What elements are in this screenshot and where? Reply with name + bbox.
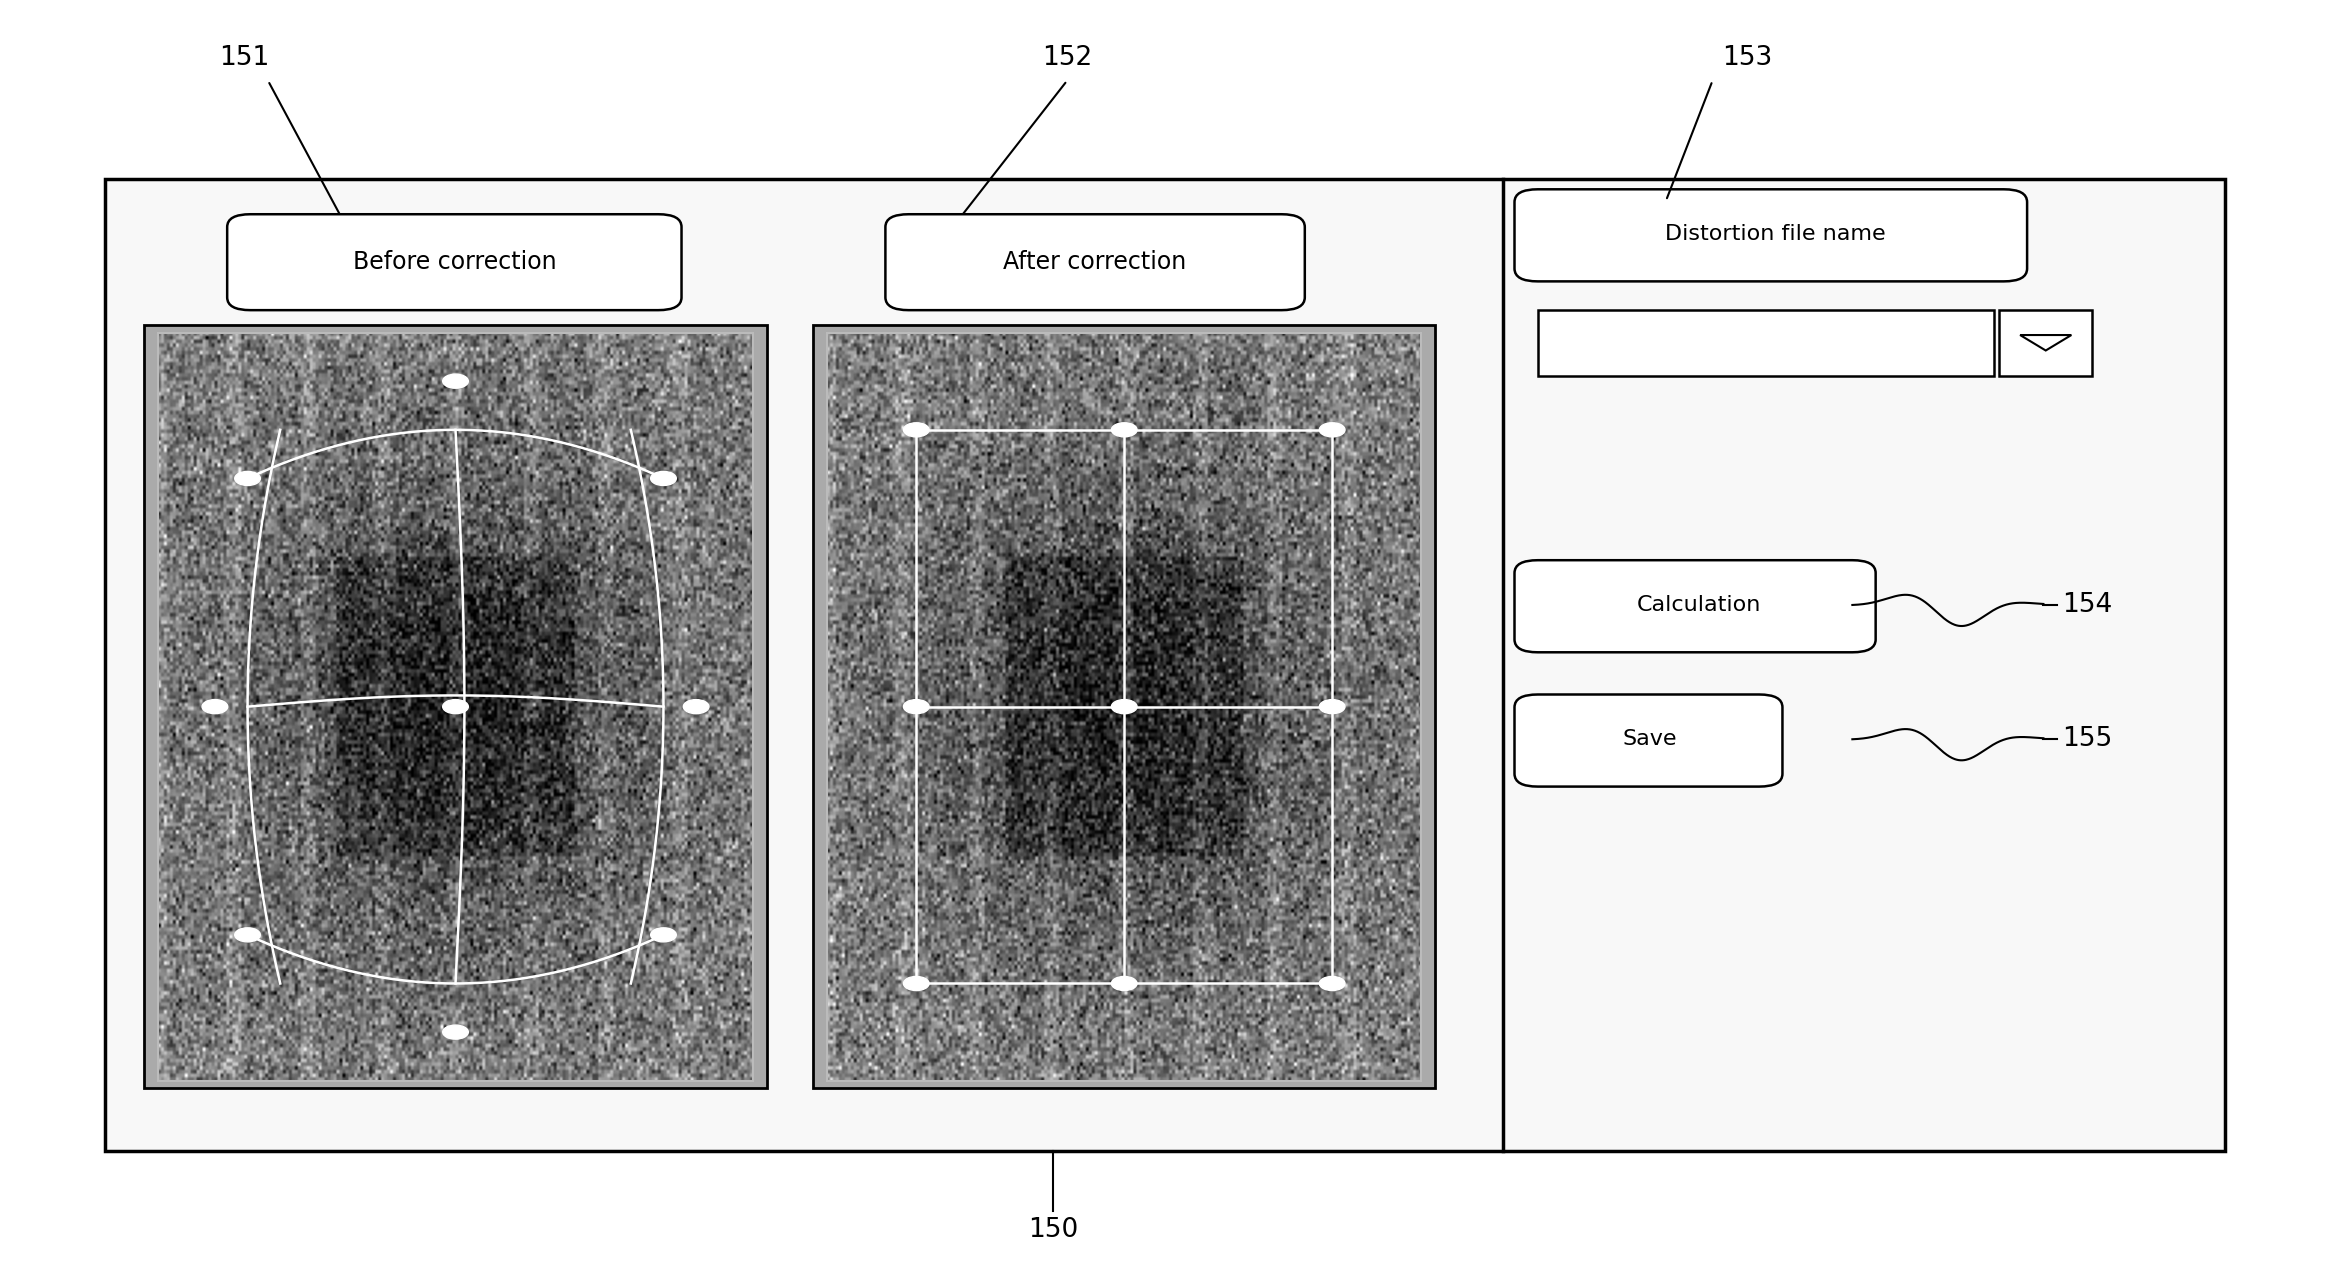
Circle shape — [1111, 976, 1137, 990]
Text: Before correction: Before correction — [352, 251, 557, 274]
Circle shape — [443, 375, 468, 389]
Circle shape — [1118, 427, 1130, 434]
Bar — [158, 333, 753, 1081]
Circle shape — [911, 427, 923, 434]
Circle shape — [1319, 423, 1344, 437]
Circle shape — [904, 700, 930, 714]
Text: After correction: After correction — [1004, 251, 1186, 274]
Circle shape — [203, 700, 228, 714]
FancyBboxPatch shape — [1514, 560, 1876, 652]
Bar — [1999, 310, 2092, 376]
Circle shape — [242, 931, 254, 938]
Circle shape — [1319, 700, 1344, 714]
Text: 153: 153 — [1722, 45, 1773, 70]
Circle shape — [235, 927, 261, 941]
Circle shape — [1319, 976, 1344, 990]
Circle shape — [443, 700, 468, 714]
Circle shape — [683, 700, 708, 714]
Circle shape — [1111, 423, 1137, 437]
Circle shape — [1326, 703, 1337, 710]
Circle shape — [450, 703, 461, 710]
Circle shape — [1111, 700, 1137, 714]
Circle shape — [210, 703, 221, 710]
Bar — [827, 333, 1421, 1081]
Bar — [813, 325, 1435, 1088]
Circle shape — [911, 703, 923, 710]
Bar — [105, 179, 2225, 1151]
Circle shape — [657, 476, 669, 482]
Text: 152: 152 — [1042, 45, 1093, 70]
Bar — [144, 325, 767, 1088]
Circle shape — [450, 1028, 461, 1035]
Circle shape — [1118, 703, 1130, 710]
Circle shape — [443, 1024, 468, 1039]
Circle shape — [904, 423, 930, 437]
Text: 151: 151 — [219, 45, 270, 70]
Text: 150: 150 — [1028, 1218, 1079, 1243]
Text: Save: Save — [1622, 729, 1678, 749]
FancyBboxPatch shape — [1514, 694, 1782, 787]
Circle shape — [1326, 427, 1337, 434]
Circle shape — [235, 472, 261, 486]
Text: Distortion file name: Distortion file name — [1666, 224, 1885, 244]
Circle shape — [1326, 980, 1337, 986]
Circle shape — [242, 476, 254, 482]
Circle shape — [690, 703, 701, 710]
Text: 155: 155 — [2062, 726, 2113, 752]
Circle shape — [450, 379, 461, 385]
Circle shape — [657, 931, 669, 938]
FancyBboxPatch shape — [1514, 189, 2027, 281]
FancyBboxPatch shape — [885, 215, 1305, 310]
Circle shape — [650, 927, 676, 941]
Circle shape — [911, 980, 923, 986]
Circle shape — [1118, 980, 1130, 986]
Bar — [1538, 310, 1994, 376]
FancyBboxPatch shape — [228, 215, 680, 310]
Circle shape — [904, 976, 930, 990]
Text: Calculation: Calculation — [1636, 595, 1761, 615]
Polygon shape — [2020, 335, 2071, 350]
Circle shape — [650, 472, 676, 486]
Text: 154: 154 — [2062, 592, 2113, 618]
